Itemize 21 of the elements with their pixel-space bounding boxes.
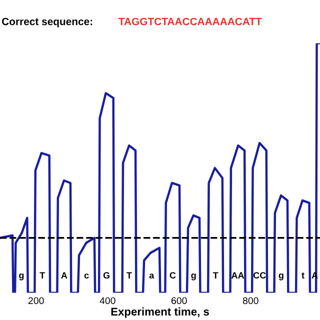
annotation: g xyxy=(191,274,196,280)
annotation: CC xyxy=(253,272,266,279)
annotation: c xyxy=(84,274,89,279)
annotation: T xyxy=(126,272,132,278)
x-axis-title: Experiment time, s xyxy=(111,307,209,318)
annotation: g xyxy=(19,274,24,280)
annotation: C xyxy=(170,272,176,279)
chart-subtitle: TAGGTCTAACCAAAAACATT xyxy=(118,18,262,26)
annotation: t xyxy=(302,272,304,279)
annotation: g xyxy=(278,274,284,280)
x-tick-label: 400 xyxy=(100,297,116,304)
chart-title: Correct sequence: xyxy=(2,18,92,28)
annotation: A xyxy=(61,272,68,278)
annotation: G xyxy=(103,272,110,279)
annotation: a xyxy=(149,274,154,279)
annotation: AA xyxy=(231,272,244,278)
x-tick-label: 200 xyxy=(28,297,44,304)
annotation: T xyxy=(40,272,46,278)
x-tick-label: 800 xyxy=(242,297,258,304)
annotation: T xyxy=(212,272,218,278)
x-tick-label: 600 xyxy=(172,297,187,304)
